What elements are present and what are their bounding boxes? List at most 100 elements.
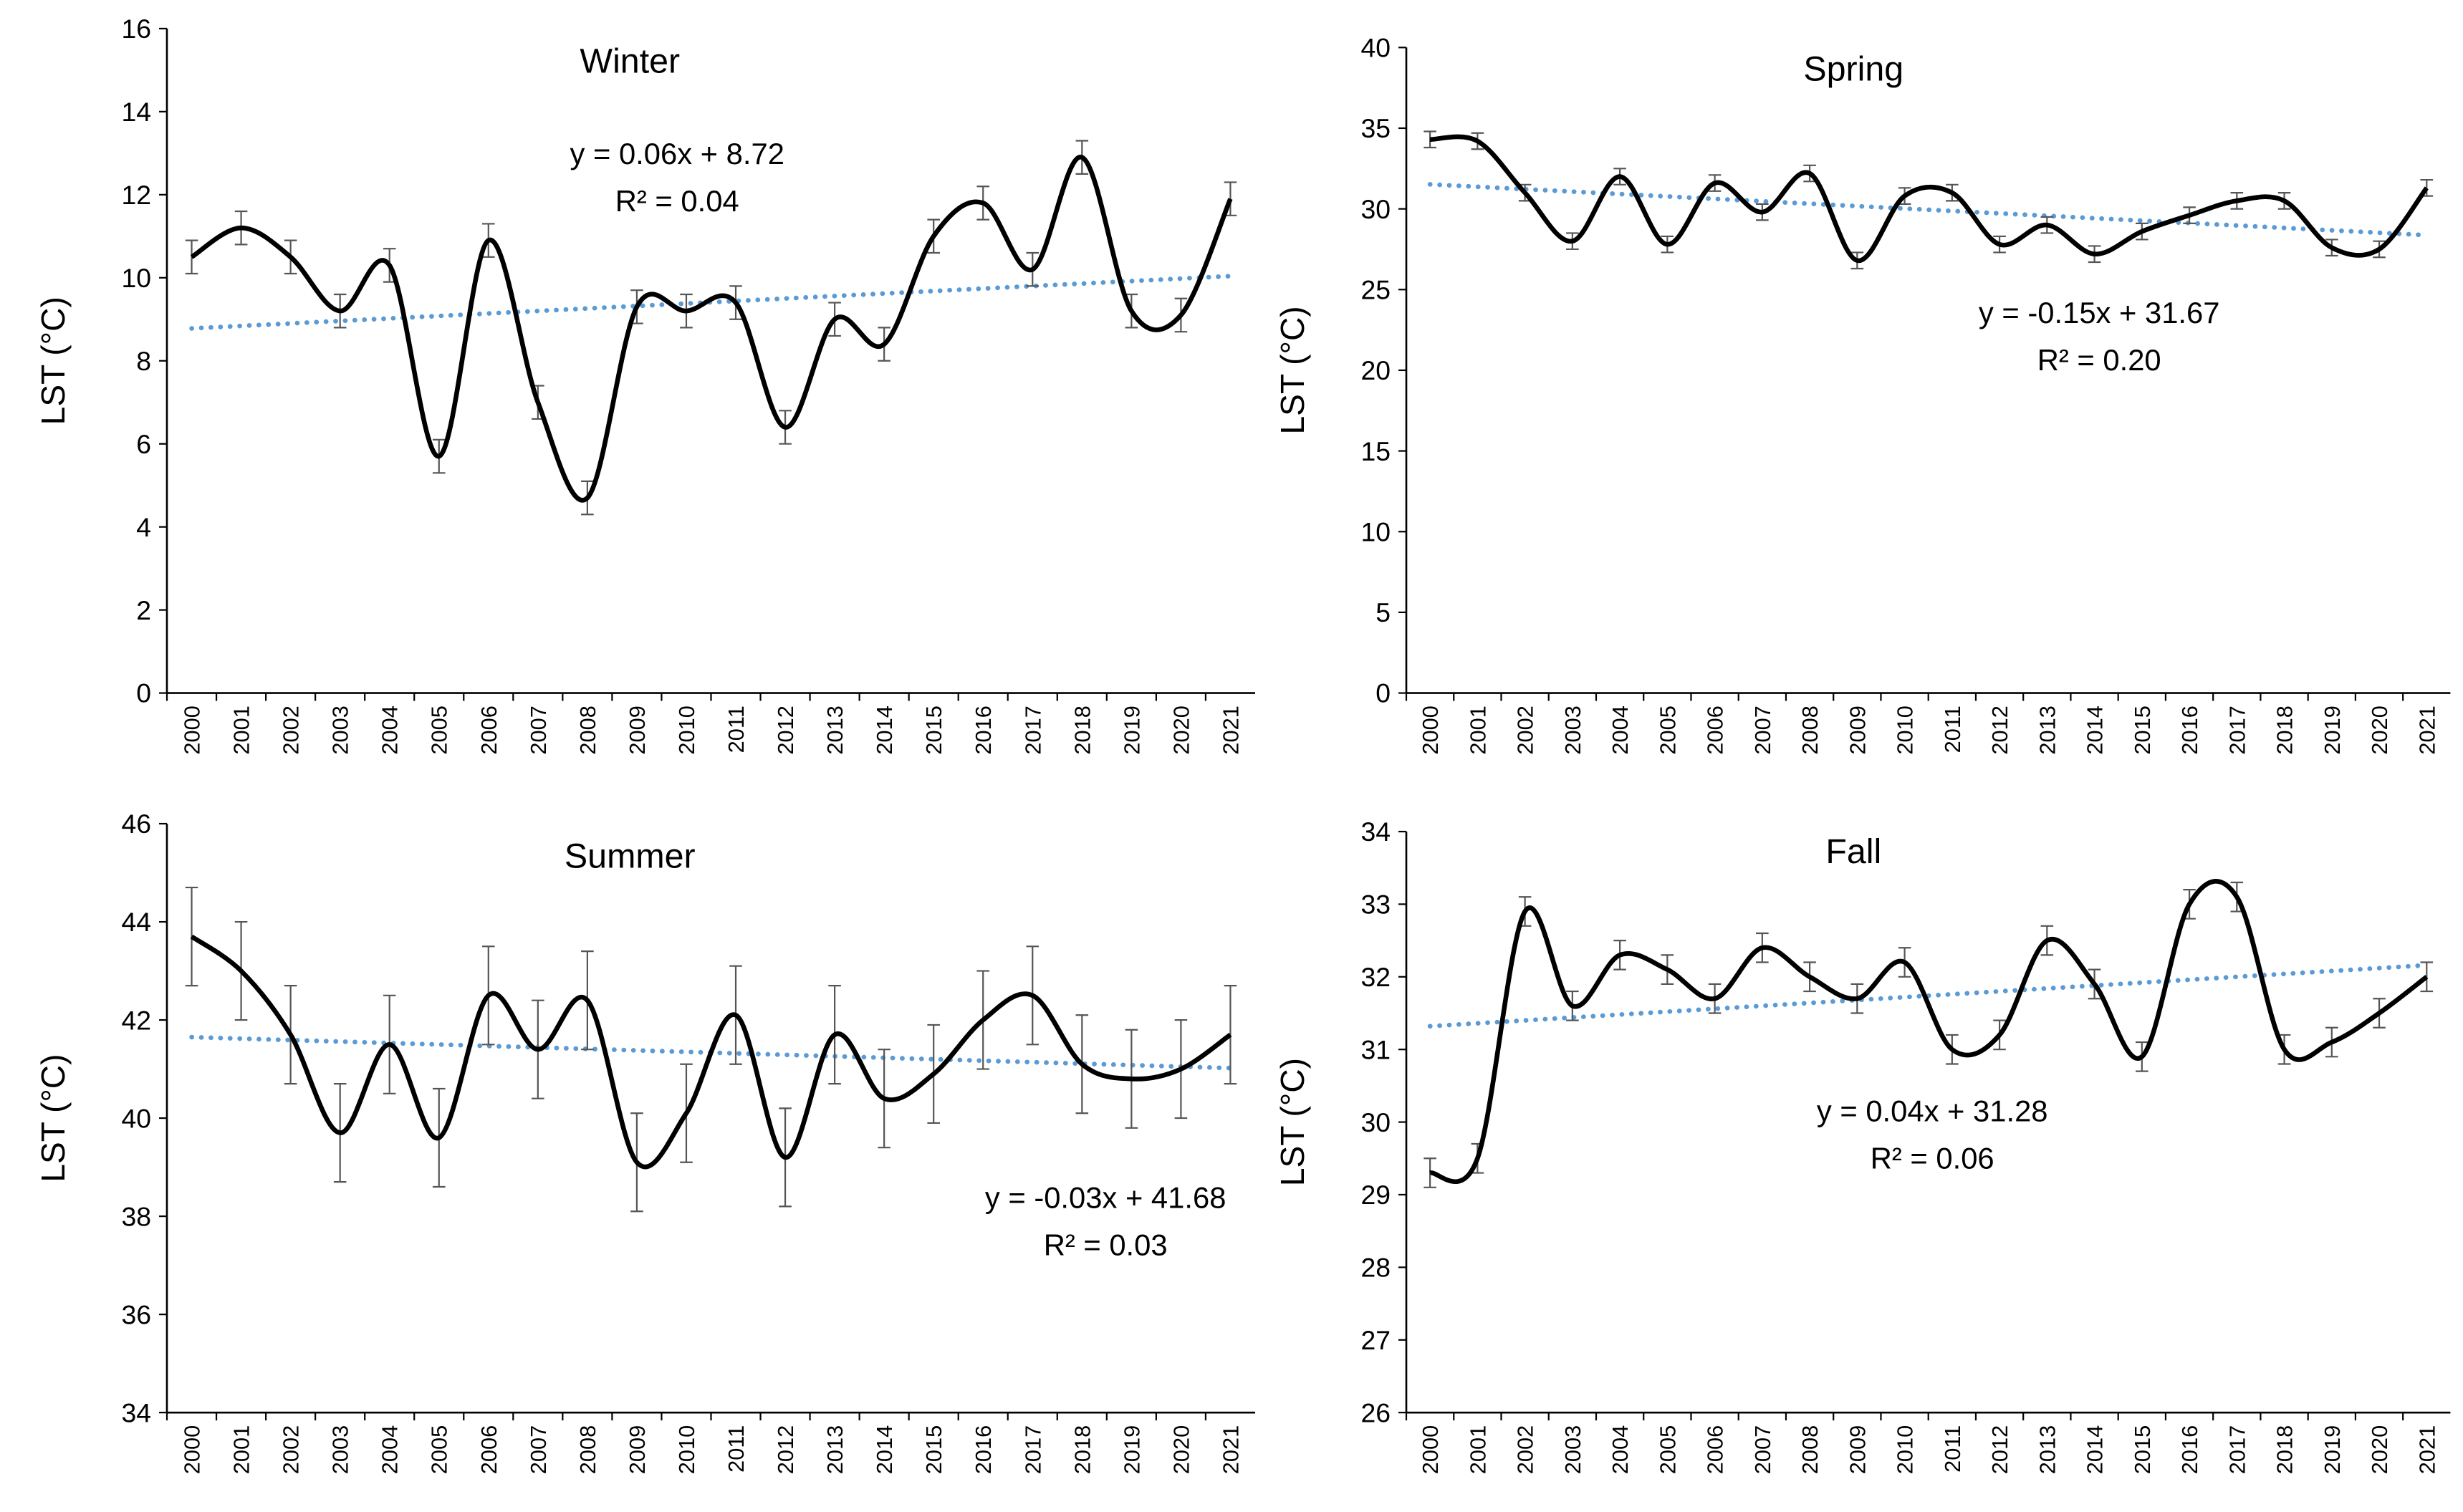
x-tick-label: 2000 (180, 706, 205, 754)
x-tick-label: 2017 (2224, 706, 2250, 754)
y-tick-label: 34 (121, 1397, 151, 1427)
trend-line (1427, 182, 2429, 238)
x-tick-label: 2018 (2272, 706, 2298, 754)
x-tick-label: 2004 (378, 706, 403, 754)
y-tick-label: 0 (1375, 678, 1391, 708)
y-tick-label: 27 (1360, 1325, 1391, 1355)
y-tick-label: 6 (136, 429, 151, 459)
x-tick-label: 2007 (526, 706, 551, 754)
x-tick-label: 2016 (971, 706, 996, 754)
x-tick-label: 2019 (2320, 1425, 2345, 1474)
y-tick-label: 35 (1360, 113, 1391, 143)
x-tick-label: 2010 (674, 1425, 699, 1474)
y-tick-label: 5 (1375, 597, 1391, 627)
x-tick-label: 2016 (2177, 706, 2202, 754)
x-tick-label: 2008 (575, 1425, 600, 1474)
x-tick-label: 2007 (1750, 1425, 1775, 1474)
y-tick-label: 20 (1360, 355, 1391, 385)
series-line (1429, 134, 2429, 264)
x-tick-label: 2019 (1119, 706, 1144, 754)
y-tick-label: 16 (121, 14, 151, 44)
y-tick-label: 36 (121, 1299, 151, 1329)
x-tick-label: 2010 (674, 706, 699, 754)
x-tick-label: 2019 (2320, 706, 2345, 754)
y-tick-label: 2 (136, 595, 151, 625)
x-tick-label: 2000 (180, 1425, 205, 1474)
x-tick-label: 2016 (971, 1425, 996, 1474)
y-tick-label: 40 (121, 1103, 151, 1133)
y-tick-label: 30 (1360, 1107, 1391, 1137)
x-tick-label: 2015 (921, 1425, 946, 1474)
x-tick-label: 2012 (773, 1425, 798, 1474)
x-tick-label: 2012 (1987, 706, 2012, 754)
trend-equation: y = -0.03x + 41.68 (985, 1180, 1226, 1214)
series-line (190, 934, 1232, 1170)
x-tick-label: 2017 (1020, 1425, 1045, 1474)
x-tick-label: 2014 (872, 706, 897, 754)
trend-line (1427, 963, 2429, 1029)
y-tick-label: 28 (1360, 1253, 1391, 1283)
x-tick-label: 2013 (822, 1425, 848, 1474)
x-tick-label: 2018 (1070, 706, 1095, 754)
x-tick-label: 2003 (328, 1425, 353, 1474)
x-tick-label: 2002 (279, 706, 304, 754)
x-tick-label: 2008 (575, 706, 600, 754)
y-tick-label: 4 (136, 512, 151, 542)
trend-r2: R² = 0.03 (1044, 1228, 1168, 1261)
x-tick-label: 2003 (328, 706, 353, 754)
x-tick-label: 2020 (2367, 706, 2392, 754)
trend-line (189, 274, 1233, 331)
y-tick-label: 8 (136, 346, 151, 376)
x-tick-label: 2008 (1797, 1425, 1823, 1474)
y-tick-label: 26 (1360, 1397, 1391, 1427)
chart-title: Winter (580, 42, 680, 80)
y-tick-label: 29 (1360, 1180, 1391, 1210)
x-tick-label: 2004 (1608, 706, 1633, 754)
y-tick-label: 12 (121, 180, 151, 210)
trend-r2: R² = 0.06 (1871, 1141, 1994, 1175)
x-tick-label: 2006 (1703, 706, 1728, 754)
x-tick-label: 2015 (2130, 706, 2155, 754)
x-tick-label: 2004 (378, 1425, 403, 1474)
x-tick-label: 2014 (872, 1425, 897, 1474)
x-tick-label: 2002 (1513, 1425, 1538, 1474)
x-tick-label: 2005 (427, 1425, 452, 1474)
x-tick-label: 2001 (229, 706, 254, 754)
y-axis-label: LST (°C) (1274, 1058, 1311, 1186)
y-axis-label: LST (°C) (1274, 306, 1311, 434)
chart-title: Spring (1803, 49, 1903, 88)
trend-r2: R² = 0.20 (2037, 343, 2161, 377)
x-tick-label: 2001 (229, 1425, 254, 1474)
x-tick-label: 2009 (1845, 706, 1870, 754)
x-tick-label: 2006 (476, 706, 501, 754)
y-tick-label: 0 (136, 678, 151, 708)
x-tick-label: 2005 (1655, 1425, 1680, 1474)
y-tick-label: 30 (1360, 194, 1391, 224)
x-tick-label: 2011 (1940, 1425, 1965, 1473)
y-tick-label: 33 (1360, 890, 1391, 920)
x-tick-label: 2016 (2177, 1425, 2202, 1474)
x-tick-label: 2014 (2083, 1425, 2108, 1474)
x-tick-label: 2001 (1465, 706, 1490, 754)
series-line (1429, 879, 2429, 1185)
x-tick-label: 2009 (625, 1425, 650, 1474)
x-tick-label: 2009 (1845, 1425, 1870, 1474)
x-tick-label: 2008 (1797, 706, 1823, 754)
chart-title: Summer (565, 837, 696, 876)
x-tick-label: 2004 (1608, 1425, 1633, 1474)
y-tick-label: 10 (1360, 516, 1391, 546)
trend-equation: y = 0.04x + 31.28 (1817, 1094, 2048, 1127)
x-tick-label: 2021 (1218, 706, 1243, 754)
x-tick-label: 2002 (1513, 706, 1538, 754)
x-tick-label: 2007 (526, 1425, 551, 1474)
x-tick-label: 2002 (279, 1425, 304, 1474)
y-tick-label: 15 (1360, 436, 1391, 466)
y-tick-label: 46 (121, 809, 151, 839)
x-tick-label: 2013 (2035, 706, 2060, 754)
y-tick-label: 14 (121, 97, 151, 127)
x-tick-label: 2006 (476, 1425, 501, 1474)
x-tick-label: 2003 (1560, 1425, 1585, 1474)
y-tick-label: 31 (1360, 1034, 1391, 1064)
